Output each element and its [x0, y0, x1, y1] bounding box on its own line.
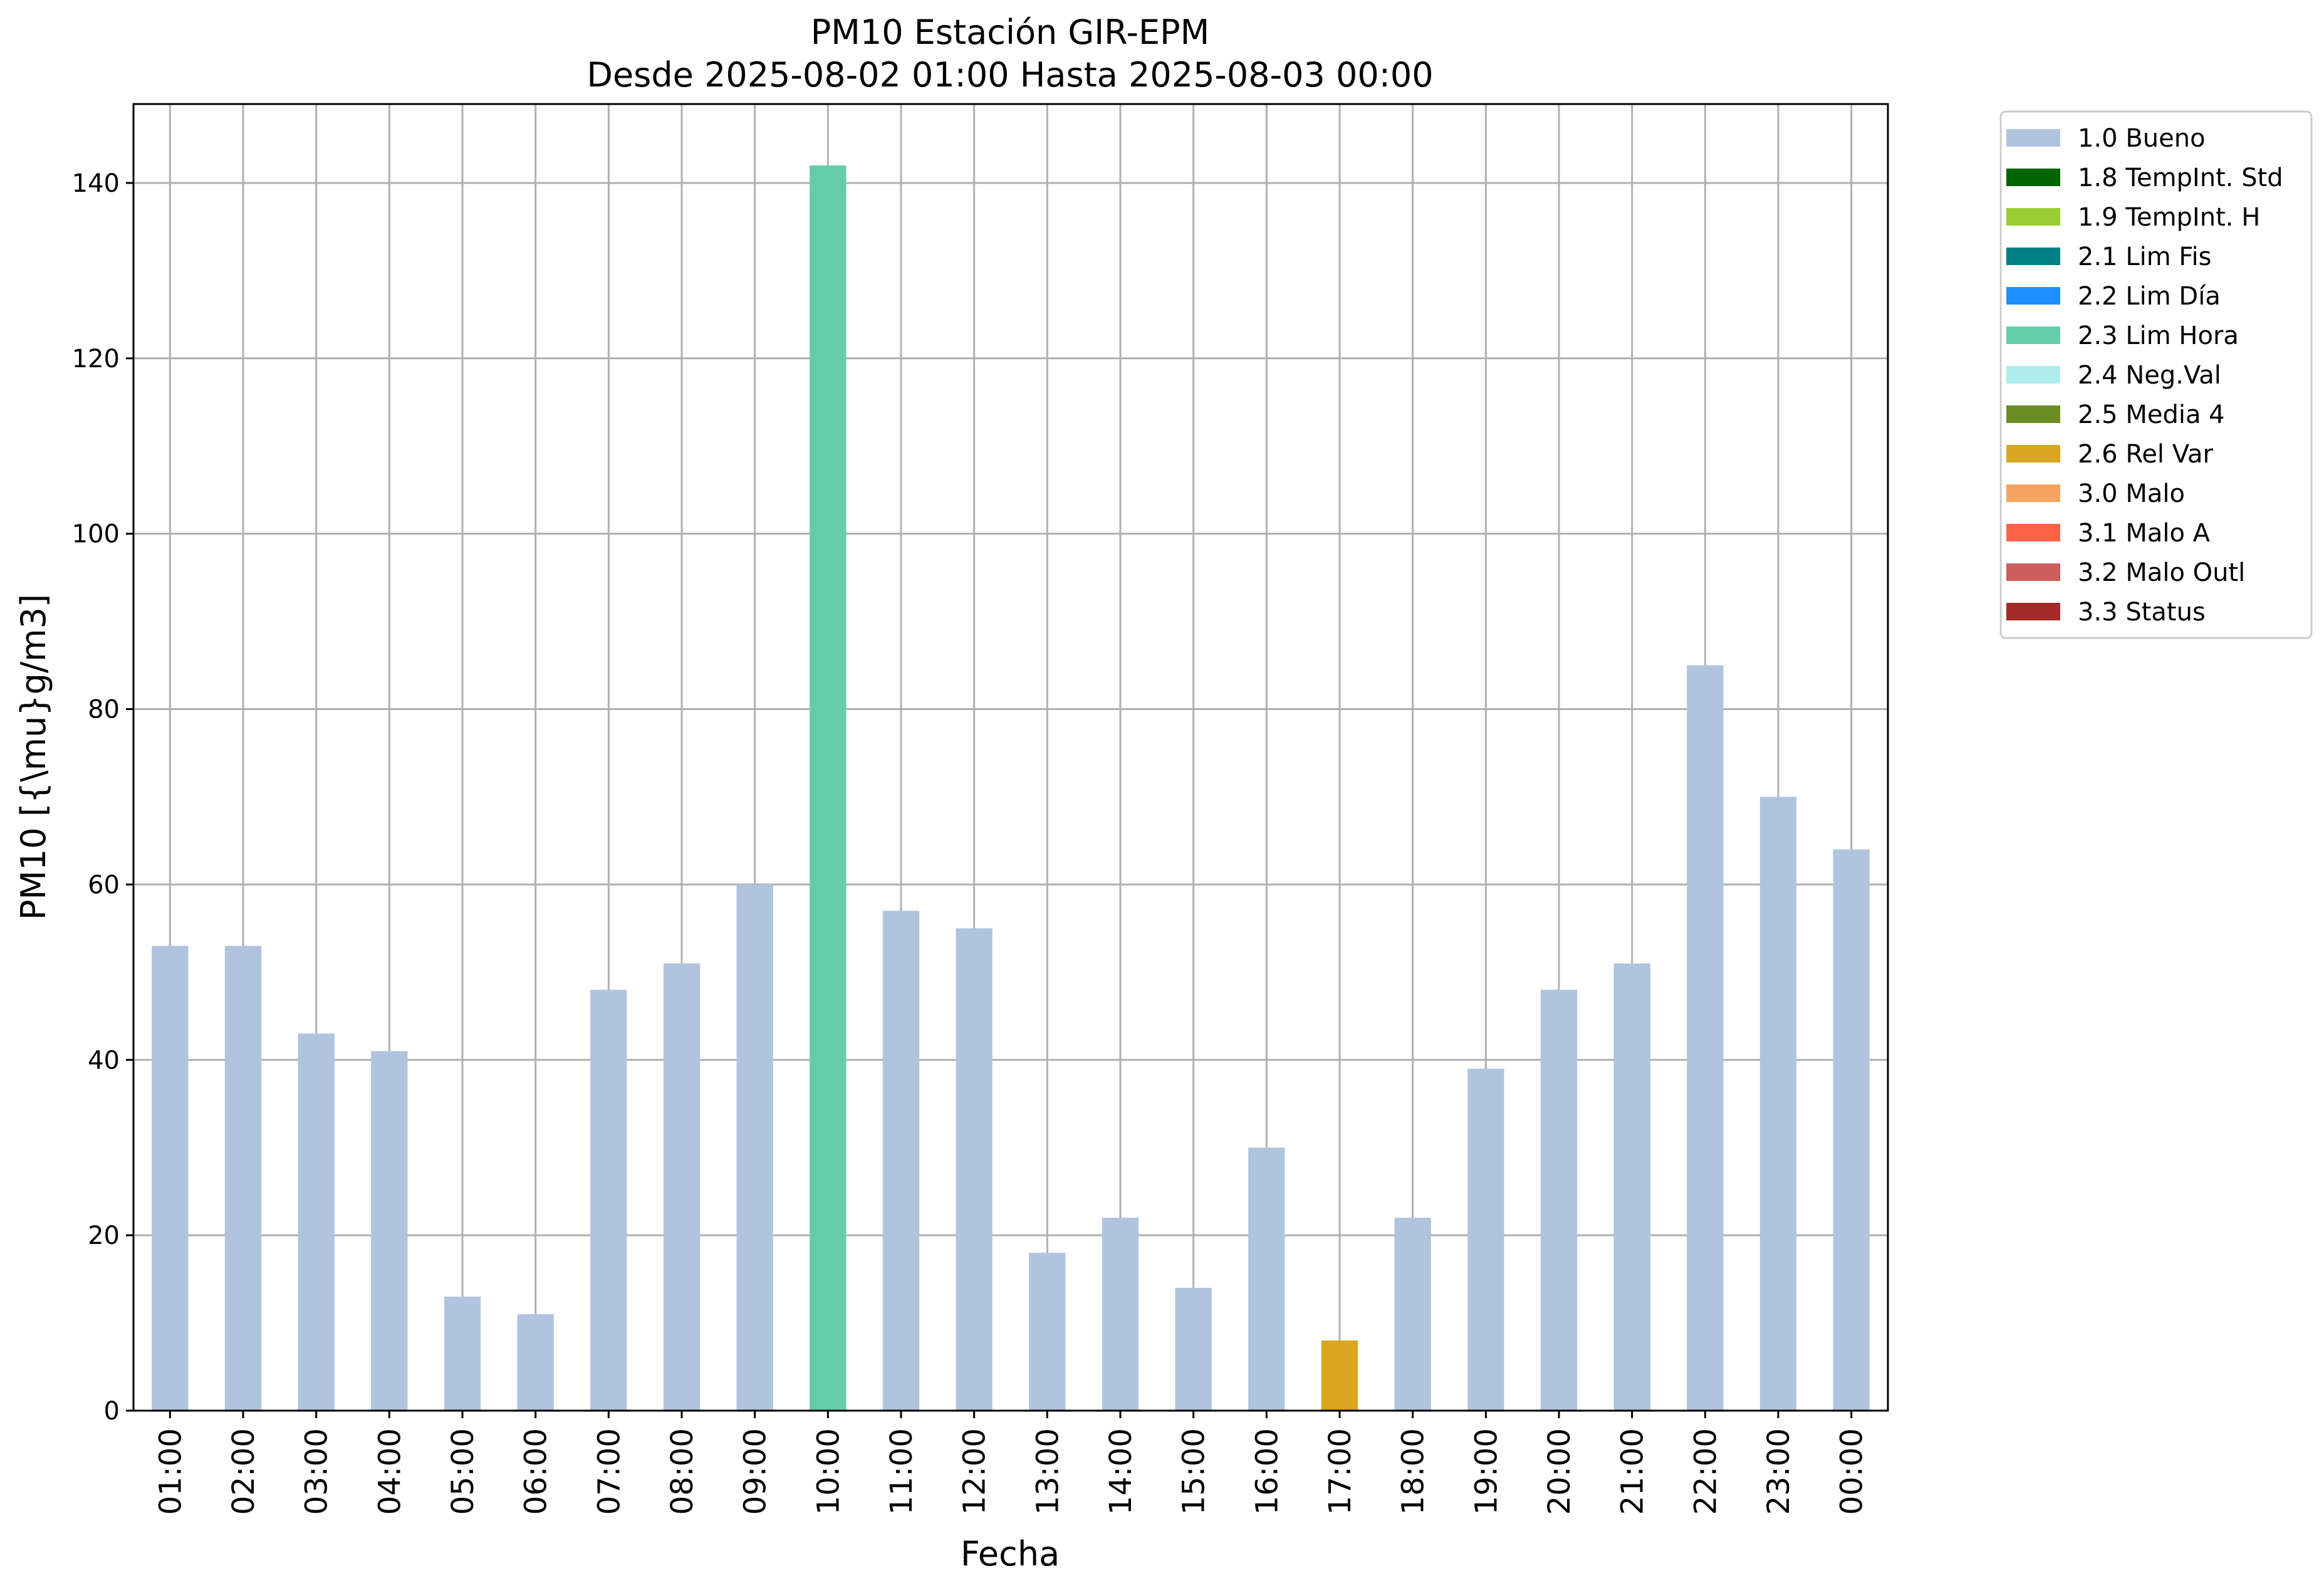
y-tick-label: 140 [72, 169, 120, 198]
bar [1540, 990, 1578, 1411]
x-tick-label: 22:00 [1688, 1428, 1723, 1515]
legend-swatch [2006, 326, 2060, 344]
x-tick-label: 16:00 [1249, 1428, 1284, 1515]
legend-swatch [2006, 405, 2060, 423]
legend-label: 3.3 Status [2078, 598, 2206, 627]
y-tick-label: 80 [88, 696, 120, 724]
legend-swatch [2006, 603, 2060, 620]
x-tick-label: 09:00 [738, 1428, 773, 1515]
y-tick-label: 100 [72, 520, 120, 549]
x-tick-label: 01:00 [153, 1428, 188, 1515]
plot-frame [132, 103, 1889, 1412]
legend-label: 3.2 Malo Outl [2078, 558, 2245, 587]
legend-swatch [2006, 248, 2060, 265]
x-tick-label: 11:00 [884, 1428, 919, 1515]
bar [371, 1051, 408, 1411]
bar [517, 1314, 554, 1411]
y-tick-label: 20 [88, 1221, 120, 1250]
legend-swatch [2006, 563, 2060, 581]
x-tick-label: 05:00 [446, 1428, 481, 1515]
x-tick-label: 07:00 [591, 1428, 627, 1515]
x-tick-label: 08:00 [665, 1428, 700, 1515]
y-tick-label: 40 [88, 1046, 120, 1075]
y-axis-label: PM10 [{\mu}g/m3] [14, 594, 53, 920]
bar [810, 165, 847, 1411]
legend-label: 2.1 Lim Fis [2078, 243, 2211, 271]
y-axis: 0 20 40 60 80 100 120 140 [72, 169, 133, 1426]
legend-swatch [2006, 287, 2060, 305]
bar [1833, 849, 1870, 1411]
y-tick-label: 60 [88, 870, 120, 899]
chart-subtitle: Desde 2025-08-02 01:00 Hasta 2025-08-03 … [586, 55, 1433, 95]
bar [1467, 1068, 1504, 1411]
bar [1248, 1147, 1285, 1411]
x-tick-label: 06:00 [519, 1428, 554, 1515]
x-tick-label: 12:00 [957, 1428, 993, 1515]
legend-label: 1.8 TempInt. Std [2078, 164, 2283, 192]
x-tick-label: 14:00 [1103, 1428, 1139, 1515]
bar [1321, 1340, 1358, 1411]
bar [1394, 1218, 1431, 1411]
legend-swatch [2006, 524, 2060, 541]
x-tick-label: 17:00 [1323, 1428, 1358, 1515]
legend-label: 2.3 Lim Hora [2078, 321, 2239, 350]
x-tick-label: 10:00 [811, 1428, 846, 1515]
legend-swatch [2006, 208, 2060, 226]
bar [956, 928, 993, 1411]
bar [1613, 963, 1650, 1411]
legend-label: 1.0 Bueno [2078, 124, 2206, 153]
legend-label: 2.4 Neg.Val [2078, 361, 2221, 390]
x-tick-label: 19:00 [1469, 1428, 1504, 1515]
legend: 1.0 Bueno 1.8 TempInt. Std 1.9 TempInt. H 2… [1999, 110, 2313, 639]
legend-swatch [2006, 445, 2060, 462]
x-axis-label: Fecha [961, 1534, 1060, 1574]
x-tick-label: 00:00 [1835, 1428, 1870, 1515]
x-tick-label: 23:00 [1761, 1428, 1796, 1515]
bar [1175, 1288, 1212, 1411]
legend-swatch [2006, 366, 2060, 384]
x-tick-label: 02:00 [226, 1428, 261, 1515]
legend-label: 3.1 Malo A [2078, 519, 2211, 548]
bar [1029, 1253, 1066, 1411]
legend-label: 2.2 Lim Día [2078, 282, 2221, 311]
bar [882, 911, 920, 1411]
legend-label: 2.6 Rel Var [2078, 440, 2214, 469]
bar [298, 1033, 335, 1411]
x-axis: 01:00 02:00 03:00 04:00 05:00 06:00 07:00 08:00… [153, 1411, 1870, 1515]
bar [663, 963, 701, 1411]
legend-swatch [2006, 129, 2060, 147]
legend-label: 3.0 Malo [2078, 479, 2185, 508]
x-tick-label: 18:00 [1396, 1428, 1431, 1515]
x-tick-label: 04:00 [372, 1428, 407, 1515]
bar [152, 946, 189, 1411]
legend-swatch [2006, 169, 2060, 186]
x-tick-label: 20:00 [1542, 1428, 1577, 1515]
bar [444, 1297, 481, 1411]
bar [1102, 1218, 1139, 1411]
x-tick-label: 03:00 [300, 1428, 335, 1515]
legend-swatch [2006, 484, 2060, 502]
bars [152, 165, 1870, 1411]
bar [590, 990, 627, 1411]
chart-title: PM10 Estación GIR-EPM [811, 13, 1210, 52]
y-tick-label: 120 [72, 345, 120, 373]
legend-frame [1999, 110, 2313, 639]
x-tick-label: 13:00 [1030, 1428, 1065, 1515]
legend-label: 1.9 TempInt. H [2078, 203, 2260, 232]
legend-label: 2.5 Media 4 [2078, 400, 2225, 429]
bar [1687, 665, 1724, 1411]
bar [736, 884, 773, 1411]
bar [1759, 797, 1797, 1411]
y-tick-label: 0 [104, 1397, 120, 1426]
x-tick-label: 21:00 [1615, 1428, 1650, 1515]
x-tick-label: 15:00 [1177, 1428, 1212, 1515]
bar [224, 946, 262, 1411]
